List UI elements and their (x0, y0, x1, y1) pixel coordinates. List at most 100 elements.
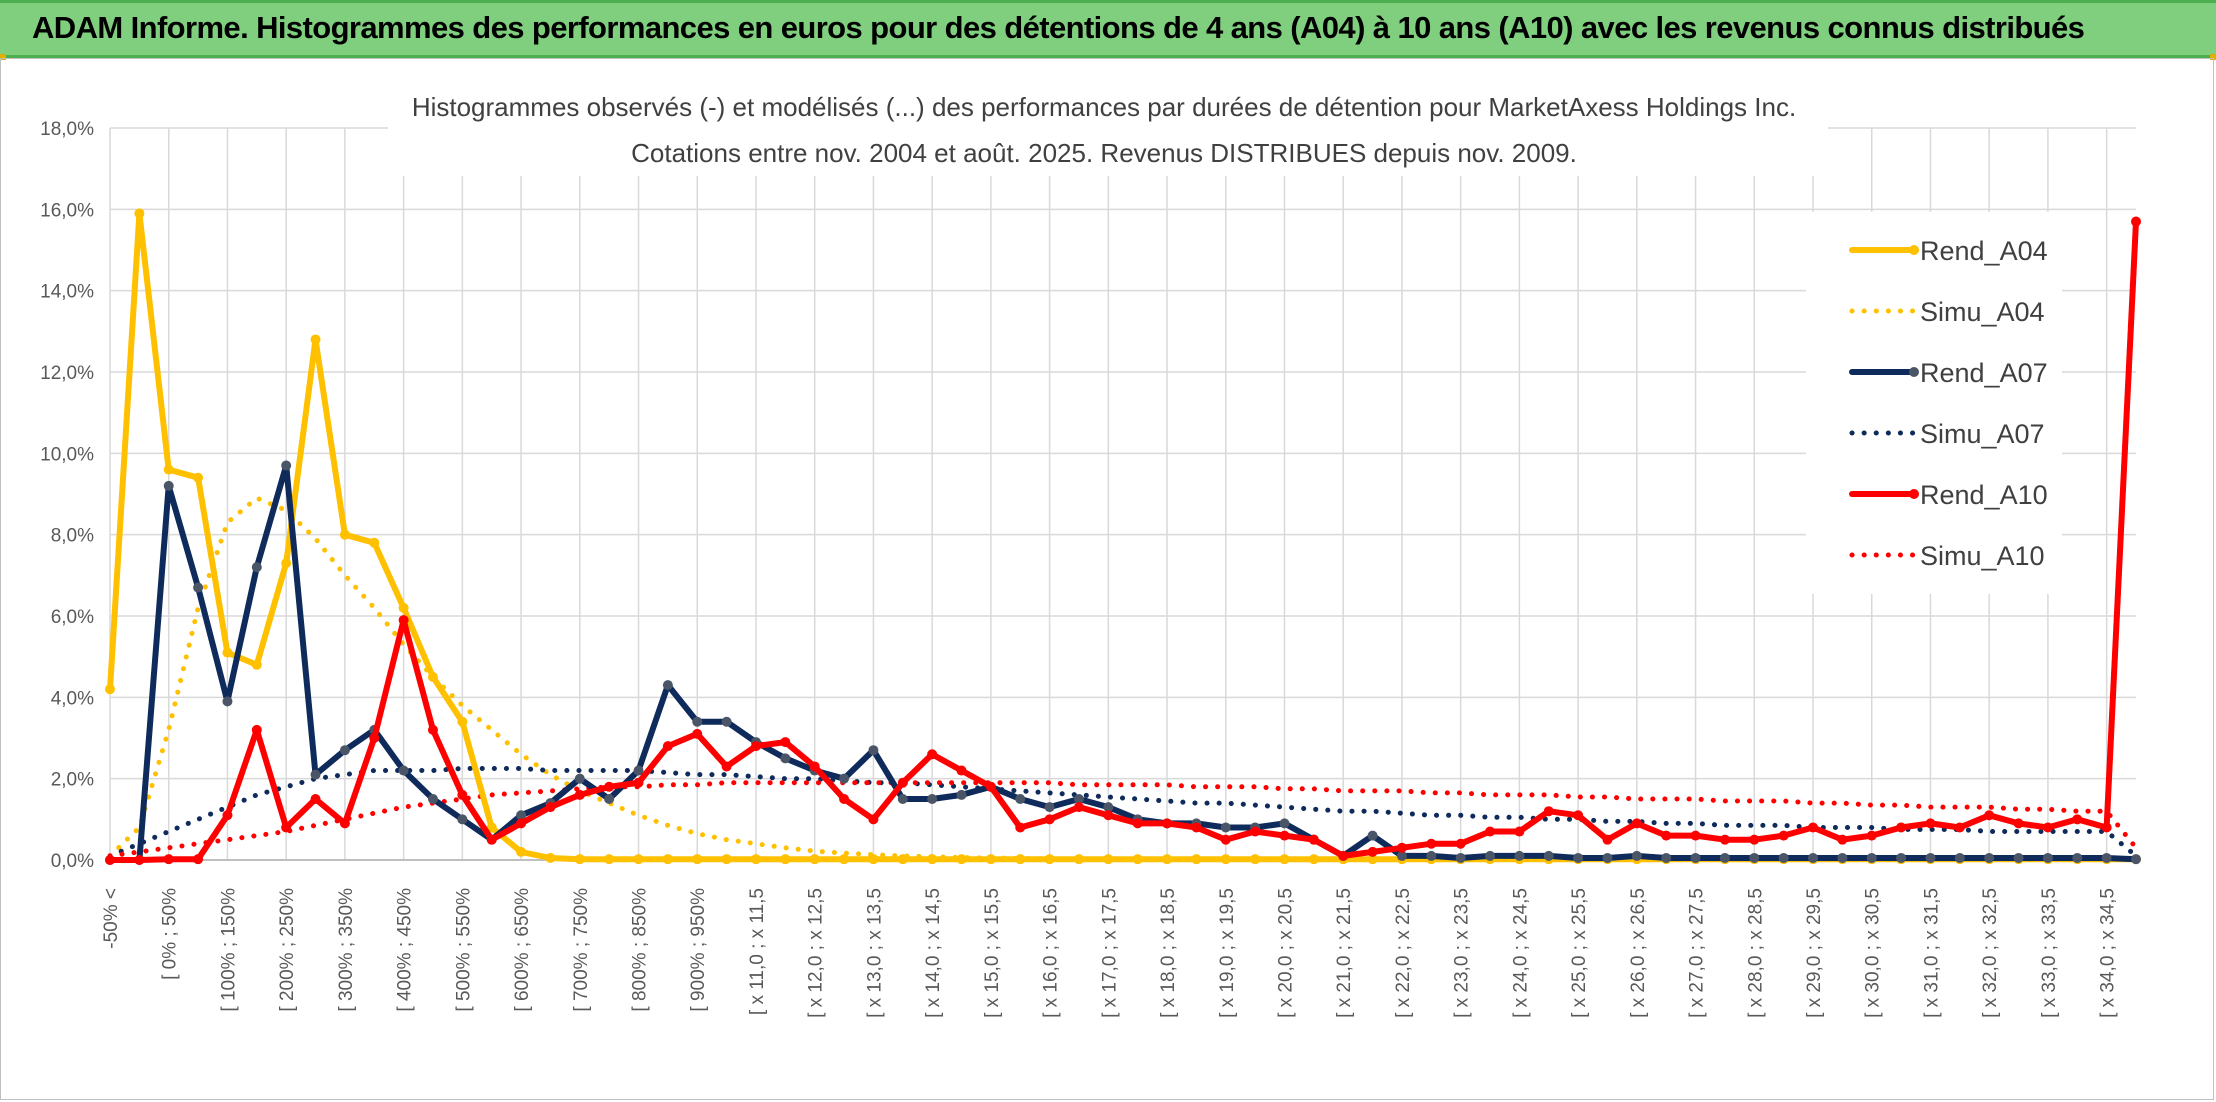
data-point-rend-a10 (1426, 838, 1437, 849)
data-point-rend-a04 (339, 529, 350, 540)
data-point-rend-a07 (1543, 850, 1554, 861)
data-point-rend-a10 (1602, 834, 1613, 845)
data-point-rend-a10 (1573, 810, 1584, 821)
data-point-rend-a10 (310, 794, 321, 804)
data-point-rend-a10 (545, 802, 556, 813)
data-point-rend-a04 (1073, 854, 1084, 865)
x-tick-label: [ 600% ; 650% (512, 888, 533, 1012)
x-tick-label: -50% < (101, 888, 122, 949)
data-point-rend-a07 (839, 773, 850, 784)
data-point-rend-a07 (1220, 822, 1231, 833)
data-point-rend-a04 (1367, 854, 1378, 865)
data-point-rend-a04 (1015, 854, 1026, 865)
data-point-rend-a04 (486, 822, 497, 833)
data-point-rend-a10 (1749, 834, 1760, 845)
y-tick-label: 0,0% (51, 851, 94, 872)
x-tick-label: [ x 29,0 ; x 29,5 (1804, 888, 1825, 1018)
x-tick-label: [ 900% ; 950% (688, 888, 709, 1012)
y-tick-label: 6,0% (51, 607, 94, 628)
x-tick-label: [ x 20,0 ; x 20,5 (1275, 888, 1296, 1018)
data-point-rend-a07 (897, 794, 908, 804)
data-point-rend-a07 (868, 745, 879, 756)
series-line-simu-a10 (107, 780, 2139, 859)
data-point-rend-a04 (193, 472, 204, 483)
legend-label-rend-a04: Rend_A04 (1920, 236, 2048, 266)
data-point-rend-a07 (633, 765, 644, 776)
data-point-rend-a07 (2072, 852, 2083, 863)
data-point-rend-a10 (1485, 826, 1496, 837)
data-point-rend-a04 (457, 716, 468, 727)
x-tick-label: [ 200% ; 250% (277, 888, 298, 1012)
chart-title: Histogrammes observés (-) et modélisés (… (412, 92, 1796, 122)
data-point-rend-a10 (2042, 822, 2053, 833)
data-point-rend-a07 (193, 582, 204, 593)
data-point-rend-a04 (985, 854, 996, 865)
chart-subtitle: Cotations entre nov. 2004 et août. 2025.… (631, 138, 1577, 168)
data-point-rend-a10 (633, 777, 644, 788)
data-point-rend-a10 (2072, 814, 2083, 825)
x-tick-label: [ 0% ; 50% (160, 888, 181, 980)
data-point-rend-a07 (1954, 852, 1965, 863)
data-point-rend-a07 (956, 789, 967, 800)
x-tick-label: [ x 25,0 ; x 25,5 (1569, 888, 1590, 1018)
chart-grid (109, 127, 2136, 861)
data-point-rend-a10 (1162, 818, 1173, 829)
data-point-rend-a04 (545, 852, 556, 863)
x-tick-label: [ x 13,0 ; x 13,5 (864, 888, 885, 1018)
data-point-rend-a10 (1338, 850, 1349, 861)
data-point-rend-a10 (427, 724, 438, 735)
data-point-rend-a04 (1132, 854, 1143, 865)
data-point-rend-a10 (193, 854, 204, 865)
x-tick-label: [ x 14,0 ; x 14,5 (923, 888, 944, 1018)
data-point-rend-a04 (839, 854, 850, 865)
data-point-rend-a10 (809, 761, 820, 772)
x-tick-label: [ x 11,0 ; x 11,5 (747, 888, 768, 1015)
data-point-rend-a07 (1573, 852, 1584, 863)
data-point-rend-a10 (1073, 802, 1084, 813)
data-point-rend-a04 (662, 854, 673, 865)
data-point-rend-a10 (1367, 846, 1378, 857)
data-point-rend-a04 (1162, 854, 1173, 865)
data-point-rend-a10 (1719, 834, 1730, 845)
data-point-rend-a04 (163, 464, 174, 475)
data-point-rend-a10 (1925, 818, 1936, 829)
data-point-rend-a07 (1426, 850, 1437, 861)
data-point-rend-a10 (1279, 830, 1290, 841)
data-point-rend-a10 (2101, 822, 2112, 833)
legend-label-simu-a10: Simu_A10 (1920, 541, 2045, 571)
y-tick-label: 16,0% (40, 200, 94, 221)
data-point-rend-a10 (1896, 822, 1907, 833)
data-point-rend-a10 (2131, 216, 2141, 227)
data-point-rend-a10 (1631, 818, 1642, 829)
data-point-rend-a07 (2131, 854, 2141, 865)
data-point-rend-a07 (1896, 852, 1907, 863)
x-tick-label: [ 500% ; 550% (453, 888, 474, 1012)
y-tick-label: 2,0% (51, 770, 94, 791)
data-point-rend-a07 (1631, 850, 1642, 861)
data-point-rend-a07 (1455, 852, 1466, 863)
data-point-rend-a04 (574, 854, 585, 865)
data-point-rend-a10 (839, 794, 850, 804)
x-tick-label: [ 700% ; 750% (571, 888, 592, 1012)
data-point-rend-a10 (134, 855, 145, 865)
data-point-rend-a07 (1044, 802, 1055, 813)
data-point-rend-a07 (927, 794, 938, 804)
data-point-rend-a07 (1749, 852, 1760, 863)
data-point-rend-a07 (1073, 794, 1084, 804)
data-point-rend-a04 (868, 854, 879, 865)
y-tick-label: 12,0% (40, 363, 94, 384)
data-point-rend-a04 (105, 684, 115, 695)
y-axis-ticks: 0,0% 2,0% 4,0% 6,0% 8,0% 10,0% 12,0% 14,0% 16,0%… (40, 119, 94, 872)
data-point-rend-a07 (1279, 818, 1290, 829)
data-point-rend-a10 (1220, 834, 1231, 845)
data-point-rend-a10 (1044, 814, 1055, 825)
data-point-rend-a10 (574, 789, 585, 800)
data-point-rend-a10 (1191, 822, 1202, 833)
chart-title-background (388, 84, 1828, 176)
data-point-rend-a10 (985, 781, 996, 792)
data-point-rend-a04 (310, 334, 321, 345)
legend-label-rend-a10: Rend_A10 (1920, 480, 2048, 510)
data-point-rend-a07 (721, 716, 732, 727)
data-point-rend-a10 (486, 834, 497, 845)
x-tick-label: [ x 21,0 ; x 21,5 (1334, 888, 1355, 1018)
